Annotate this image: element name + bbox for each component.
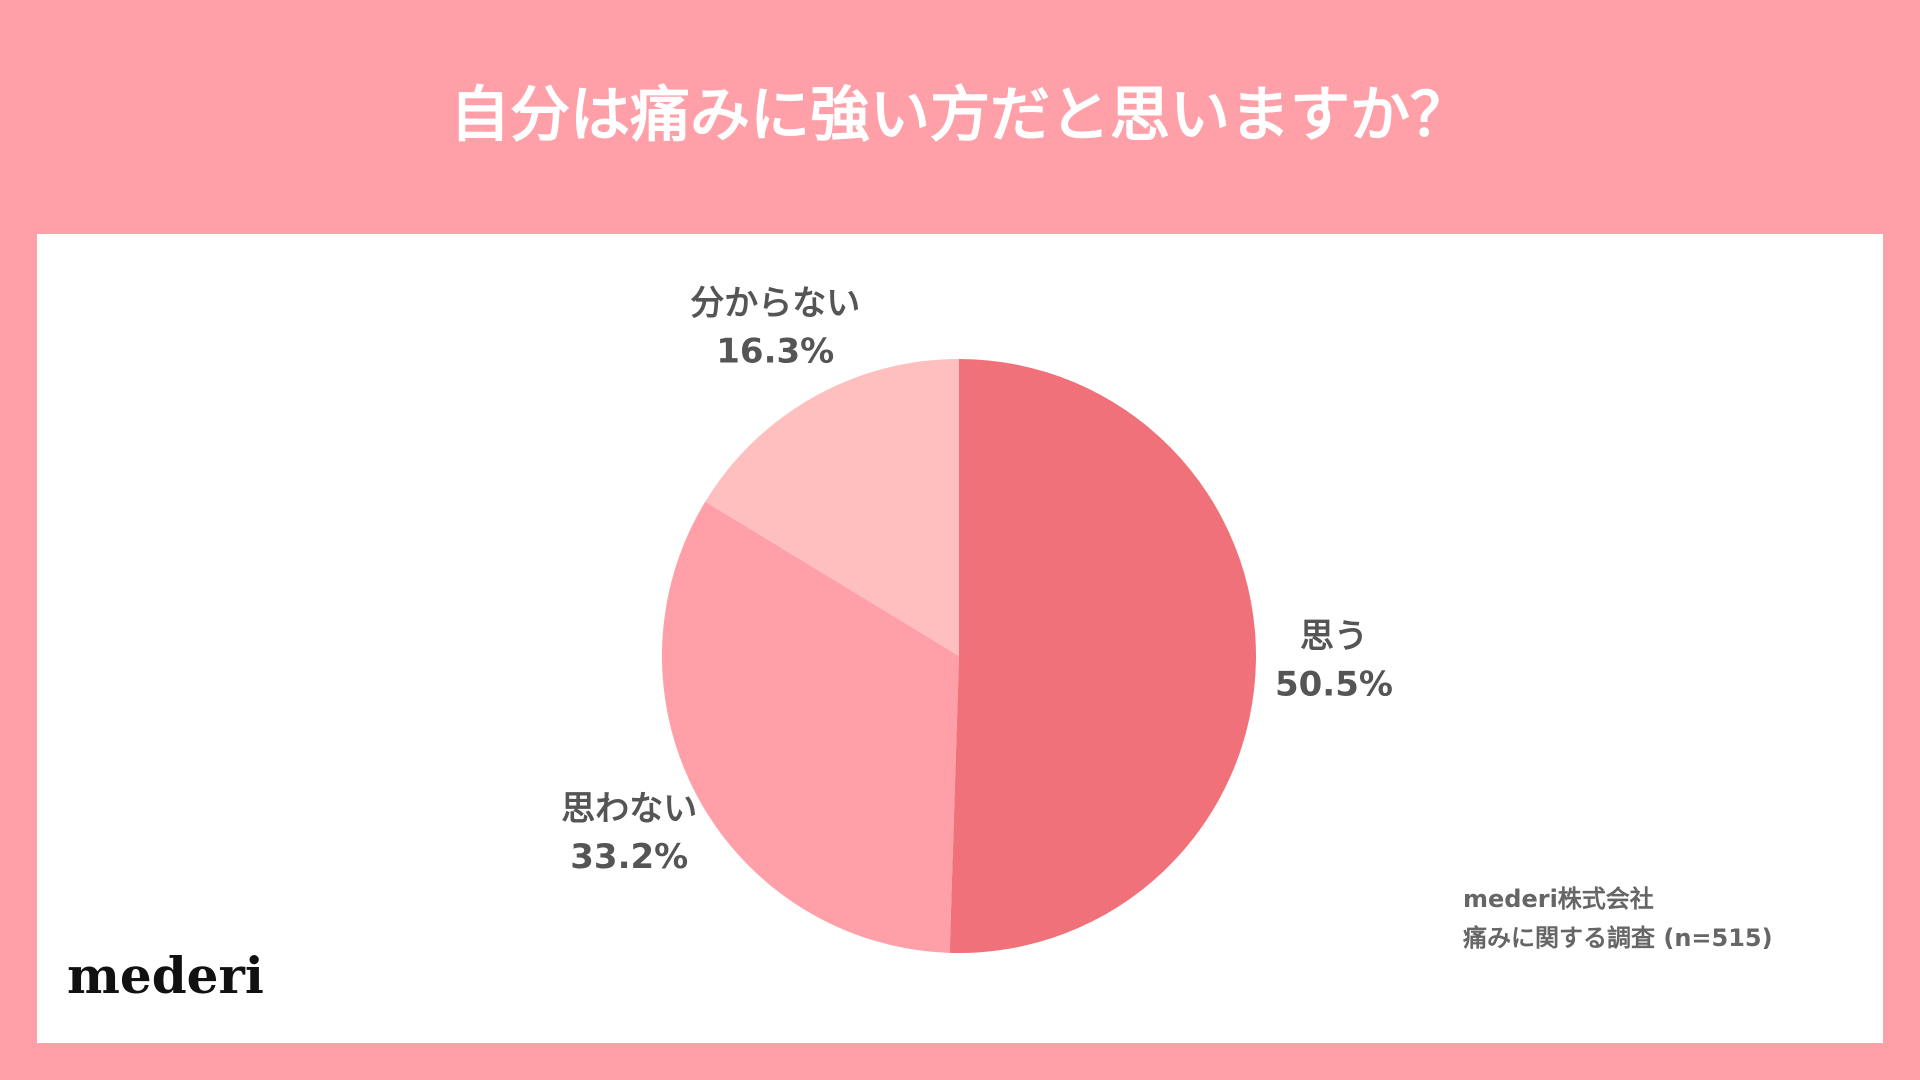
source: mederi株式会社 (1463, 885, 1654, 913)
pie-slice (949, 359, 1256, 953)
pie-slice (661, 501, 959, 953)
slice-label: 思う (1300, 616, 1368, 656)
logo: mederi (67, 946, 264, 1005)
chart-title: 自分は痛みに強い方だと思いますか？ (450, 81, 1470, 151)
source: 痛みに関する調査 (n=515) (1463, 924, 1773, 952)
value-label: 33.2% (570, 837, 688, 877)
slice-label: 分からない (690, 284, 860, 324)
slice-label: 思わない (561, 789, 697, 829)
pie-slice (705, 359, 959, 656)
value-label: 50.5% (1275, 664, 1393, 704)
value-label: 16.3% (716, 332, 834, 372)
